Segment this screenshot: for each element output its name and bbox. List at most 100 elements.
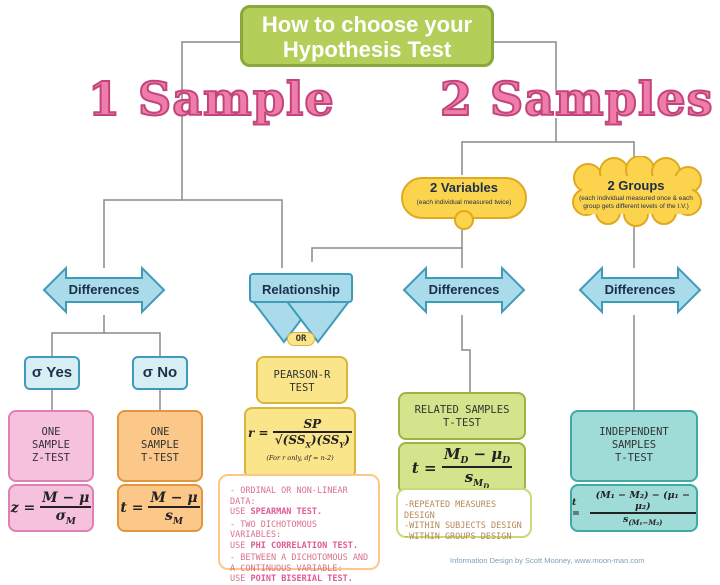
one-sample-t-test-card: ONE SAMPLE T-TEST [117,410,203,482]
two-variables-label: 2 Variables [430,180,498,195]
two-samples-heading: 2 Samples [439,71,714,127]
t2-den-sub2: D [483,481,490,491]
t2-num-m: M [443,445,461,464]
t3-formula-lhs: t = [572,497,580,519]
related-notes-box: -REPEATED MEASURES DESIGN -WITHIN SUBJEC… [396,488,532,542]
z-test-line-2: SAMPLE [32,439,70,451]
r-den-x: X [305,440,311,450]
two-groups-label: 2 Groups [607,178,665,193]
t1-den-sub: M [172,516,183,527]
two-groups-sub: (each individual measured once & each gr… [570,195,702,211]
t2-num-sub2: D [502,456,511,467]
t1-formula-lhs: t = [120,500,144,516]
independent-samples-formula: t = (M₁ − M₂) − (μ₁ − μ₂) s(M₁−M₂) [570,484,698,532]
related-samples-formula: t = MD − μD sMD [398,442,526,494]
z-formula-lhs: z = [10,500,36,516]
t2-den-s: s [464,468,474,487]
t1-formula-denominator: sM [148,508,199,527]
differences-arrow-3 [578,265,702,315]
pearson-note-1-em: SPEARMAN TEST. [250,507,323,517]
sigma-yes-box: σ Yes [24,356,80,390]
two-variables-cloud [401,177,527,230]
related-line-1: RELATED SAMPLES [414,404,510,416]
independent-line-1: INDEPENDENT [599,426,669,438]
pearson-note-1-use: USE [230,507,251,517]
t2-num-rest: − μ [468,445,503,464]
pearson-line-1: PEARSON-R [273,369,331,381]
t-test-line-1: ONE [150,426,170,438]
pearson-notes-box: - ORDINAL OR NON-LINEAR DATA: USE SPEARM… [218,474,380,584]
t-one-sample-formula: t = M − μ sM [117,484,203,532]
one-sample-z-test-card: ONE SAMPLE Z-TEST [8,410,94,482]
r-den-mid: )(SS [310,433,340,447]
title-line-2: Hypothesis Test [282,37,452,62]
r-formula-note: (For r only, df = n-2) [266,454,334,463]
independent-line-3: T-TEST [615,452,653,464]
r-den-a: √(SS [274,433,306,447]
title-line-1: How to choose your [261,12,473,37]
r-den-y: Y [339,440,345,450]
differences-label-2: Differences [428,282,500,297]
pearson-note-1-line-2: USE SPEARMAN TEST. [230,507,372,518]
t-test-line-3: T-TEST [141,452,179,464]
z-formula: z = M − μ σM [8,484,94,532]
t1-formula-numerator: M − μ [148,489,200,508]
t3-den-s: s [623,513,629,525]
t2-formula-lhs: t = [411,459,437,477]
r-formula-numerator: SP [272,417,352,433]
relationship-label: Relationship [261,282,340,297]
credit-text: Information Design by Scott Mooney, www.… [450,556,645,565]
pearson-r-formula: r = SP √(SSX)(SSY) (For r only, df = n-2… [244,407,356,479]
sigma-no-box: σ No [132,356,188,390]
two-groups-cloud [572,156,702,227]
pearson-note-3-line-1: - BETWEEN A DICHOTOMOUS AND [230,553,369,563]
title-box: How to choose your Hypothesis Test [240,5,494,67]
differences-label-1: Differences [68,282,140,297]
z-formula-fraction: M − μ σM [40,490,92,527]
t2-den-sub-wrap: MD [473,479,490,491]
differences-label-3: Differences [604,282,676,297]
r-formula-denominator: √(SSX)(SSY) [273,433,352,449]
t2-formula-numerator: MD − μD [441,445,513,469]
differences-arrow-1 [42,265,166,315]
pearson-note-2-line-1: - TWO DICHOTOMOUS VARIABLES: [230,519,317,541]
z-formula-denominator: σM [40,508,91,527]
two-variables-sub: (each individual measured twice) [416,199,512,206]
independent-samples-t-test-card: INDEPENDENT SAMPLES T-TEST [570,410,698,482]
r-formula-lhs: r = [248,426,269,441]
t3-den-sub: (M₁−M₂) [628,517,663,527]
t1-den-symbol: s [165,507,173,524]
related-note-2: -WITHIN SUBJECTS DESIGN [404,521,522,531]
pearson-note-3-line-2: A CONTINUOUS VARIABLE: [230,563,343,574]
t3-formula-denominator: s(M₁−M₂) [590,514,696,527]
z-den-sub: M [65,516,76,527]
t1-formula-fraction: M − μ sM [148,489,200,527]
one-sample-heading: 1 Sample [87,71,335,127]
relationship-arrows [249,273,353,344]
related-note-1: -REPEATED MEASURES DESIGN [404,500,497,521]
t3-formula-numerator: (M₁ − M₂) − (μ₁ − μ₂) [589,490,696,514]
t3-formula-fraction: (M₁ − M₂) − (μ₁ − μ₂) s(M₁−M₂) [589,490,696,527]
t2-num-sub: D [460,456,469,467]
independent-line-2: SAMPLES [611,439,657,451]
differences-arrow-2 [402,265,526,315]
t-test-line-2: SAMPLE [141,439,179,451]
two-groups-sub-2: group gets different levels of the I.V.) [583,203,689,210]
pearson-note-2-use: USE [230,540,251,551]
t2-den-sub: M [473,479,484,490]
z-test-line-3: Z-TEST [32,452,70,464]
pearson-note-2-em: PHI CORRELATION TEST. [250,540,358,551]
z-den-symbol: σ [55,507,66,524]
two-groups-sub-1: (each individual measured once & each [579,195,693,202]
r-formula-row: r = SP √(SSX)(SSY) [246,417,354,449]
pearson-note-2-line-2: USE PHI CORRELATION TEST. [230,541,372,552]
pearson-note-1-line-1: - ORDINAL OR NON-LINEAR DATA: [230,486,348,507]
pearson-r-test-card: PEARSON-R TEST [256,356,348,404]
related-samples-t-test-card: RELATED SAMPLES T-TEST [398,392,526,440]
pearson-line-2: TEST [289,382,315,394]
r-formula-fraction: SP √(SSX)(SSY) [272,417,352,449]
r-den-end: ) [344,433,350,447]
z-test-line-1: ONE [41,426,61,438]
related-note-3: -WITHIN GROUPS DESIGN [404,531,512,542]
related-line-2: T-TEST [443,417,481,429]
